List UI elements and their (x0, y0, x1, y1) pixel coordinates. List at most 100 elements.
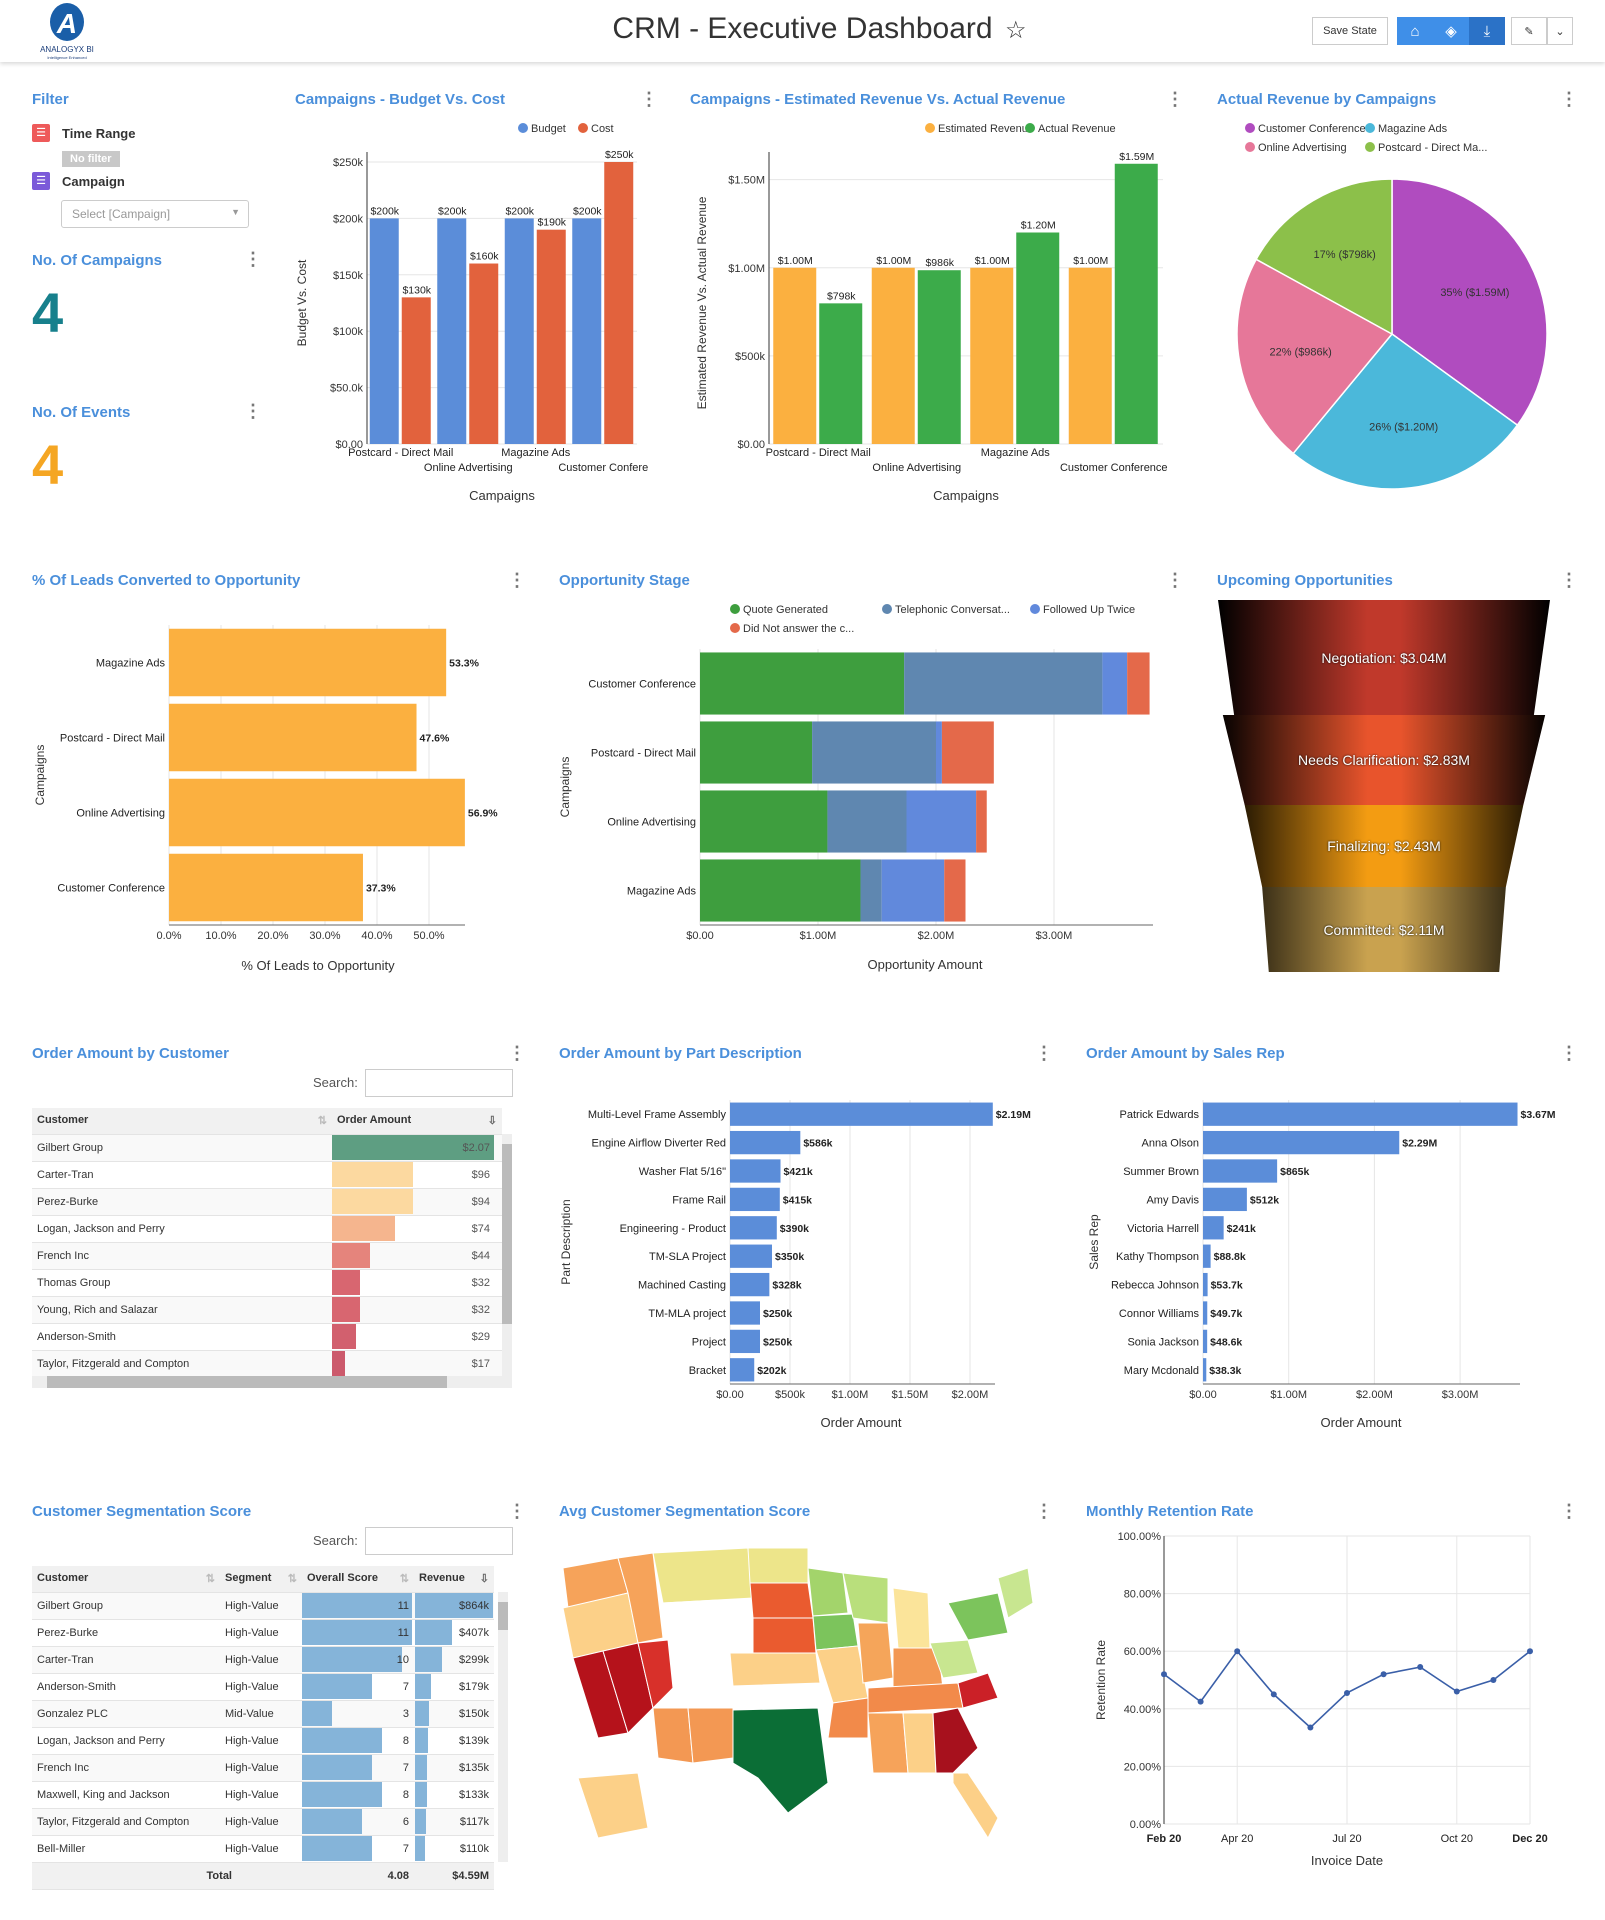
map-state[interactable] (827, 1697, 869, 1739)
table-row[interactable]: Logan, Jackson and Perry High-Value 8 $139k (32, 1727, 494, 1755)
bar[interactable] (1203, 1329, 1208, 1354)
bar[interactable] (730, 1329, 760, 1354)
kebab-menu-icon[interactable]: ⋮ (1035, 1501, 1053, 1521)
bar-segment-followed-up-twice[interactable] (936, 721, 942, 784)
map-state[interactable] (732, 1685, 839, 1711)
legend-marker[interactable] (925, 123, 935, 133)
data-point[interactable] (1453, 1688, 1460, 1695)
legend-marker[interactable] (1365, 142, 1375, 152)
map-state[interactable] (687, 1707, 734, 1764)
map-state[interactable] (747, 1548, 809, 1584)
bar[interactable] (1203, 1159, 1278, 1183)
bar-segment-followed-up-twice[interactable] (881, 859, 945, 922)
map-state[interactable] (652, 1707, 694, 1764)
bar-budget[interactable] (504, 218, 534, 444)
bar-cost[interactable] (401, 297, 431, 444)
data-point[interactable] (1527, 1648, 1533, 1655)
bar-segment-quote-generated[interactable] (700, 721, 813, 784)
sort-icon[interactable]: ⇅ (399, 1573, 409, 1586)
map-state[interactable] (957, 1672, 999, 1709)
map-state[interactable] (637, 1639, 674, 1709)
legend-marker[interactable] (1245, 123, 1255, 133)
kebab-menu-icon[interactable]: ⋮ (508, 570, 526, 590)
bar[interactable] (1203, 1272, 1208, 1297)
bar-estimated-revenue[interactable] (871, 267, 915, 444)
vertical-scrollbar[interactable] (498, 1592, 508, 1862)
bar-estimated-revenue[interactable] (970, 267, 1014, 444)
map-state[interactable] (729, 1652, 821, 1687)
bar[interactable] (1203, 1130, 1400, 1155)
map-state[interactable] (617, 1552, 664, 1644)
legend-marker[interactable] (882, 604, 892, 614)
map-state[interactable] (662, 1599, 724, 1654)
bar[interactable] (1203, 1358, 1207, 1382)
edit-button[interactable]: ✎ (1511, 17, 1547, 45)
funnel-stage[interactable]: Negotiation: $3.04M (1218, 600, 1550, 715)
bar[interactable] (169, 628, 447, 697)
bar-segment-followed-up-twice[interactable] (906, 790, 977, 853)
kebab-menu-icon[interactable]: ⋮ (508, 1501, 526, 1521)
bar[interactable] (1203, 1301, 1208, 1325)
table-row[interactable]: Perez-Burke High-Value 11 $407k (32, 1619, 494, 1647)
table-row[interactable]: Perez-Burke $94 (32, 1188, 502, 1216)
bar[interactable] (730, 1244, 772, 1268)
funnel-stage[interactable]: Needs Clarification: $2.83M (1222, 715, 1546, 805)
bar[interactable] (730, 1358, 755, 1382)
map-state[interactable] (997, 1567, 1034, 1619)
home-button[interactable]: ⌂ (1397, 17, 1433, 45)
kebab-menu-icon[interactable]: ⋮ (1560, 1501, 1578, 1521)
legend-marker[interactable] (1025, 123, 1035, 133)
table-row[interactable]: Anderson-Smith High-Value 7 $179k (32, 1673, 494, 1701)
bar-segment-quote-generated[interactable] (700, 652, 905, 715)
star-icon[interactable]: ☆ (1005, 17, 1027, 44)
bar[interactable] (1203, 1244, 1211, 1268)
bar-budget[interactable] (572, 218, 602, 444)
kebab-menu-icon[interactable]: ⋮ (244, 249, 262, 269)
legend-marker[interactable] (1245, 142, 1255, 152)
data-point[interactable] (1270, 1691, 1277, 1698)
bar[interactable] (730, 1102, 993, 1126)
bar-actual-revenue[interactable] (917, 270, 961, 444)
table-row[interactable]: Thomas Group $32 (32, 1269, 502, 1297)
column-header-customer[interactable]: Customer ⇅ (32, 1566, 220, 1593)
bar-budget[interactable] (437, 218, 467, 444)
legend-marker[interactable] (1030, 604, 1040, 614)
kebab-menu-icon[interactable]: ⋮ (508, 1043, 526, 1063)
column-header-revenue[interactable]: Revenue ⇩ (414, 1566, 494, 1593)
map-state[interactable] (902, 1712, 937, 1774)
campaign-select[interactable]: Select [Campaign] ▼ (61, 200, 249, 228)
legend-marker[interactable] (730, 623, 740, 633)
data-point[interactable] (1417, 1664, 1424, 1671)
bar-segment-did-not-answer-the-c-[interactable] (1127, 652, 1150, 715)
pie-slice[interactable] (1255, 178, 1393, 336)
bar[interactable] (1203, 1102, 1518, 1126)
save-state-button[interactable]: Save State (1312, 17, 1388, 45)
map-state[interactable] (812, 1613, 859, 1651)
bar-actual-revenue[interactable] (1016, 232, 1060, 445)
kebab-menu-icon[interactable]: ⋮ (1560, 1043, 1578, 1063)
map-state[interactable] (929, 1639, 979, 1679)
map-state[interactable] (807, 1567, 849, 1617)
map-state[interactable] (952, 1772, 999, 1840)
map-state[interactable] (867, 1682, 964, 1714)
order-customer-search-input[interactable] (365, 1069, 513, 1097)
data-point[interactable] (1307, 1724, 1314, 1731)
data-point[interactable] (1380, 1671, 1387, 1678)
kebab-menu-icon[interactable]: ⋮ (244, 401, 262, 421)
funnel-stage[interactable]: Committed: $2.11M (1262, 887, 1506, 972)
map-state[interactable] (867, 1712, 909, 1774)
bar-segment-quote-generated[interactable] (700, 790, 828, 853)
kebab-menu-icon[interactable]: ⋮ (1560, 89, 1578, 109)
table-row[interactable]: French Inc High-Value 7 $135k (32, 1754, 494, 1782)
column-header-customer[interactable]: Customer ⇅ (32, 1108, 332, 1135)
table-row[interactable]: Taylor, Fitzgerald and Compton $17 (32, 1350, 502, 1378)
legend-marker[interactable] (518, 123, 528, 133)
map-state[interactable] (892, 1587, 931, 1649)
table-row[interactable]: Bell-Miller High-Value 7 $110k (32, 1835, 494, 1863)
time-range-chip[interactable]: No filter (62, 151, 120, 167)
table-row[interactable]: Gilbert Group $2.07 (32, 1134, 502, 1162)
bar-actual-revenue[interactable] (1114, 163, 1158, 444)
segmentation-search-input[interactable] (365, 1527, 513, 1555)
column-header-order-amount[interactable]: Order Amount ⇩ (332, 1108, 502, 1135)
horizontal-scrollbar[interactable] (32, 1376, 512, 1388)
